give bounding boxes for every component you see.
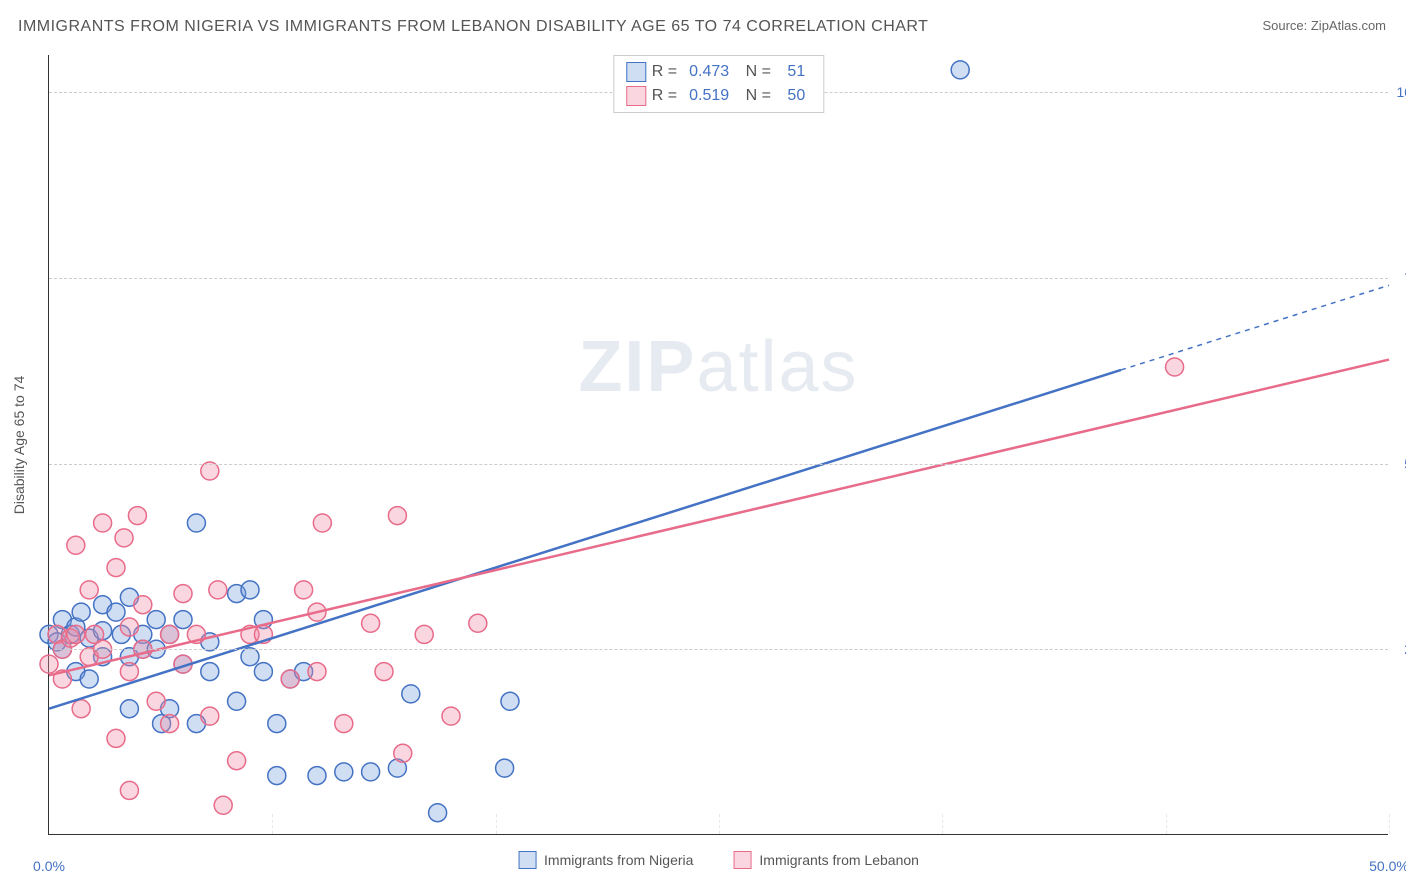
scatter-point <box>147 611 165 629</box>
source-label: Source: ZipAtlas.com <box>1262 18 1386 33</box>
scatter-point <box>415 625 433 643</box>
legend-n-value: 50 <box>783 87 805 105</box>
scatter-point <box>107 603 125 621</box>
gridline-v <box>272 814 273 834</box>
gridline-v <box>1166 814 1167 834</box>
scatter-point <box>1166 358 1184 376</box>
scatter-point <box>308 767 326 785</box>
scatter-point <box>362 614 380 632</box>
x-tick-label: 0.0% <box>33 858 65 874</box>
trend-line <box>49 360 1389 676</box>
legend-r-value: 0.473 <box>689 63 729 81</box>
scatter-point <box>394 744 412 762</box>
gridline-h <box>49 649 1388 650</box>
scatter-point <box>362 763 380 781</box>
scatter-point <box>951 61 969 79</box>
legend-r-label: R = <box>652 87 677 105</box>
scatter-point <box>209 581 227 599</box>
scatter-point <box>496 759 514 777</box>
scatter-point <box>402 685 420 703</box>
y-tick-label: 100.0% <box>1397 84 1406 100</box>
scatter-point <box>107 729 125 747</box>
scatter-point <box>295 581 313 599</box>
scatter-point <box>174 611 192 629</box>
correlation-legend: R = 0.473 N = 51 R = 0.519 N = 50 <box>613 55 824 113</box>
scatter-point <box>67 536 85 554</box>
scatter-point <box>201 462 219 480</box>
scatter-point <box>388 507 406 525</box>
scatter-point <box>469 614 487 632</box>
plot-svg <box>49 55 1388 834</box>
gridline-v <box>942 814 943 834</box>
legend-item: Immigrants from Lebanon <box>733 851 919 869</box>
scatter-point <box>241 581 259 599</box>
scatter-point <box>201 663 219 681</box>
trend-line <box>49 370 1121 709</box>
scatter-point <box>268 715 286 733</box>
scatter-point <box>120 700 138 718</box>
legend-item: Immigrants from Nigeria <box>518 851 693 869</box>
scatter-point <box>241 648 259 666</box>
gridline-h <box>49 464 1388 465</box>
scatter-point <box>134 596 152 614</box>
gridline-v <box>719 814 720 834</box>
scatter-point <box>228 692 246 710</box>
scatter-point <box>254 663 272 681</box>
scatter-point <box>115 529 133 547</box>
scatter-point <box>147 692 165 710</box>
scatter-point <box>72 603 90 621</box>
legend-n-label: N = <box>741 63 771 81</box>
series-legend: Immigrants from Nigeria Immigrants from L… <box>518 851 919 869</box>
scatter-point <box>268 767 286 785</box>
legend-row: R = 0.519 N = 50 <box>626 84 811 108</box>
scatter-point <box>67 625 85 643</box>
scatter-point <box>308 663 326 681</box>
scatter-point <box>335 763 353 781</box>
scatter-point <box>40 655 58 673</box>
legend-swatch <box>518 851 536 869</box>
scatter-point <box>375 663 393 681</box>
legend-swatch <box>626 62 646 82</box>
scatter-point <box>187 514 205 532</box>
scatter-point <box>442 707 460 725</box>
x-tick-label: 50.0% <box>1369 858 1406 874</box>
scatter-point <box>335 715 353 733</box>
scatter-point <box>120 781 138 799</box>
scatter-point <box>120 663 138 681</box>
legend-r-label: R = <box>652 63 677 81</box>
chart-title: IMMIGRANTS FROM NIGERIA VS IMMIGRANTS FR… <box>18 18 928 36</box>
plot-area: Disability Age 65 to 74 ZIPatlas R =0.47… <box>48 55 1388 835</box>
legend-n-value: 51 <box>783 63 805 81</box>
gridline-v <box>496 814 497 834</box>
scatter-point <box>501 692 519 710</box>
trend-line-dashed <box>1121 285 1389 370</box>
legend-n-label: N = <box>741 87 771 105</box>
scatter-point <box>161 715 179 733</box>
gridline-h <box>49 278 1388 279</box>
legend-row: R = 0.473 N = 51 <box>626 60 811 84</box>
scatter-point <box>80 670 98 688</box>
legend-label: Immigrants from Nigeria <box>544 852 693 868</box>
scatter-point <box>214 796 232 814</box>
scatter-point <box>228 752 246 770</box>
scatter-point <box>128 507 146 525</box>
scatter-point <box>201 707 219 725</box>
scatter-point <box>429 804 447 822</box>
scatter-point <box>107 559 125 577</box>
scatter-point <box>313 514 331 532</box>
scatter-point <box>80 581 98 599</box>
scatter-point <box>281 670 299 688</box>
legend-r-value: 0.519 <box>689 87 729 105</box>
legend-label: Immigrants from Lebanon <box>759 852 919 868</box>
scatter-point <box>120 618 138 636</box>
scatter-point <box>174 585 192 603</box>
scatter-point <box>72 700 90 718</box>
legend-swatch <box>626 86 646 106</box>
gridline-v <box>1389 814 1390 834</box>
y-axis-label: Disability Age 65 to 74 <box>11 375 27 514</box>
scatter-point <box>94 514 112 532</box>
scatter-point <box>161 625 179 643</box>
legend-swatch <box>733 851 751 869</box>
